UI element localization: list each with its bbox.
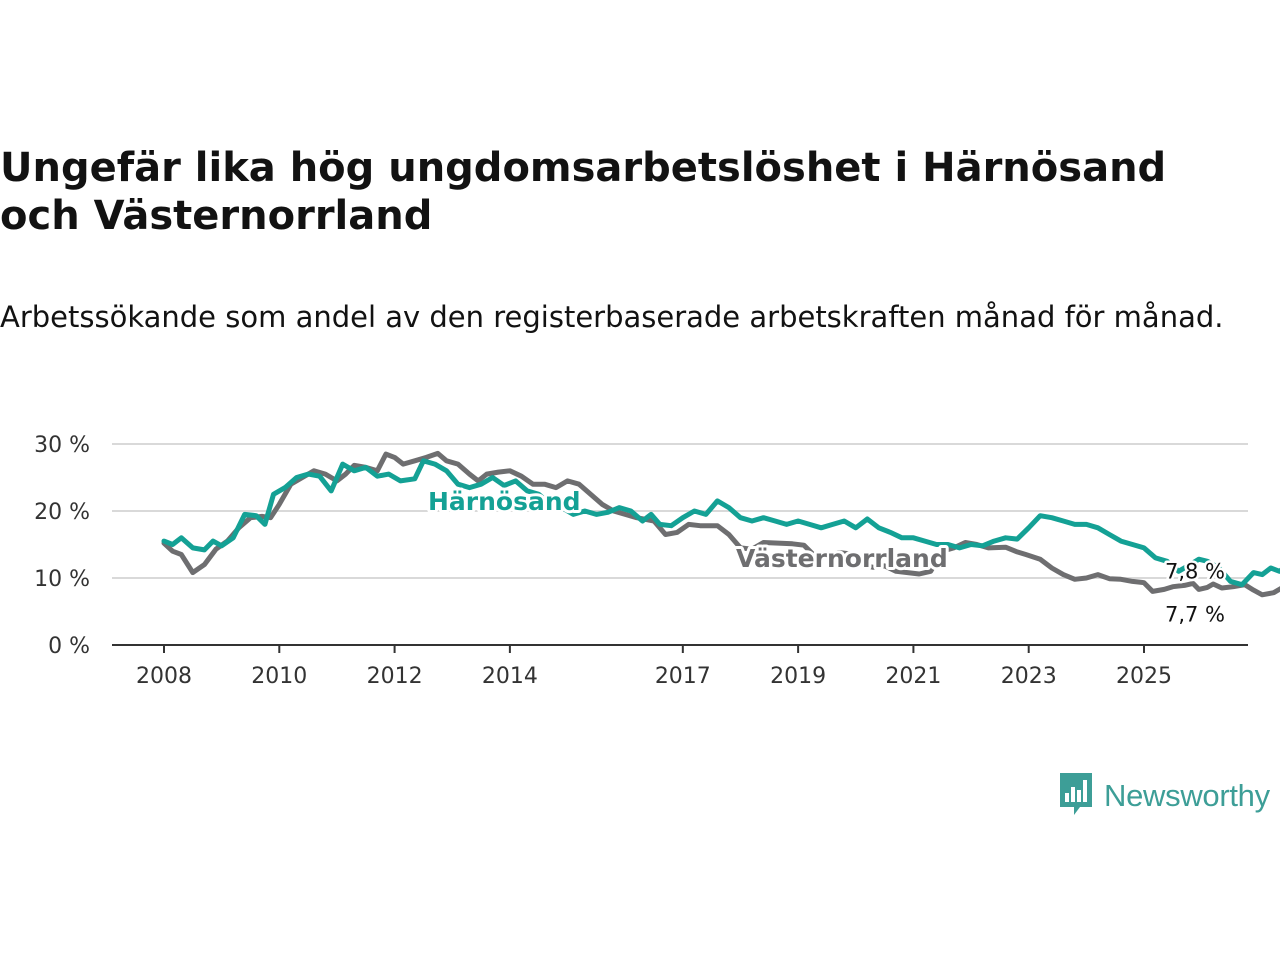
logo-text: Newsworthy [1104,778,1270,813]
x-tick-label-2014: 2014 [482,664,538,689]
gridlines [112,443,1248,579]
x-axis-ticks: 2008 2010 2012 2014 2017 2019 2021 2023 2025 [136,645,1172,689]
y-tick-label-30: 30 % [34,433,90,458]
x-tick-label-2008: 2008 [136,664,192,689]
x-tick-label-2010: 2010 [251,664,307,689]
x-tick-label-2025: 2025 [1116,664,1172,689]
bar-chart-speech-bubble-icon [1058,771,1094,821]
end-label-vasternorrland: 7,7 % [1165,602,1225,626]
y-tick-label-10: 10 % [34,567,90,592]
x-tick-label-2017: 2017 [655,664,711,689]
series-lines [161,450,1280,598]
y-tick-label-0: 0 % [48,634,90,659]
series-label-vasternorrland: Västernorrland [736,544,948,573]
x-tick-label-2019: 2019 [770,664,826,689]
end-label-harnosand: 7,8 % [1165,560,1225,584]
y-axis-ticks: 0 % 10 % 20 % 30 % [34,433,90,659]
x-tick-label-2021: 2021 [885,664,941,689]
chart-subtitle: Arbetssökande som andel av den registerb… [0,300,1224,334]
series-line-harnosand [161,458,1280,588]
y-tick-label-20: 20 % [34,500,90,525]
chart-title: Ungefär lika hög ungdomsarbetslöshet i H… [0,145,1167,239]
series-label-harnosand: Härnösand [428,487,581,516]
x-tick-label-2023: 2023 [1001,664,1057,689]
newsworthy-logo: Newsworthy [1058,772,1270,820]
x-tick-label-2012: 2012 [367,664,423,689]
series-line-vasternorrland [161,450,1280,598]
